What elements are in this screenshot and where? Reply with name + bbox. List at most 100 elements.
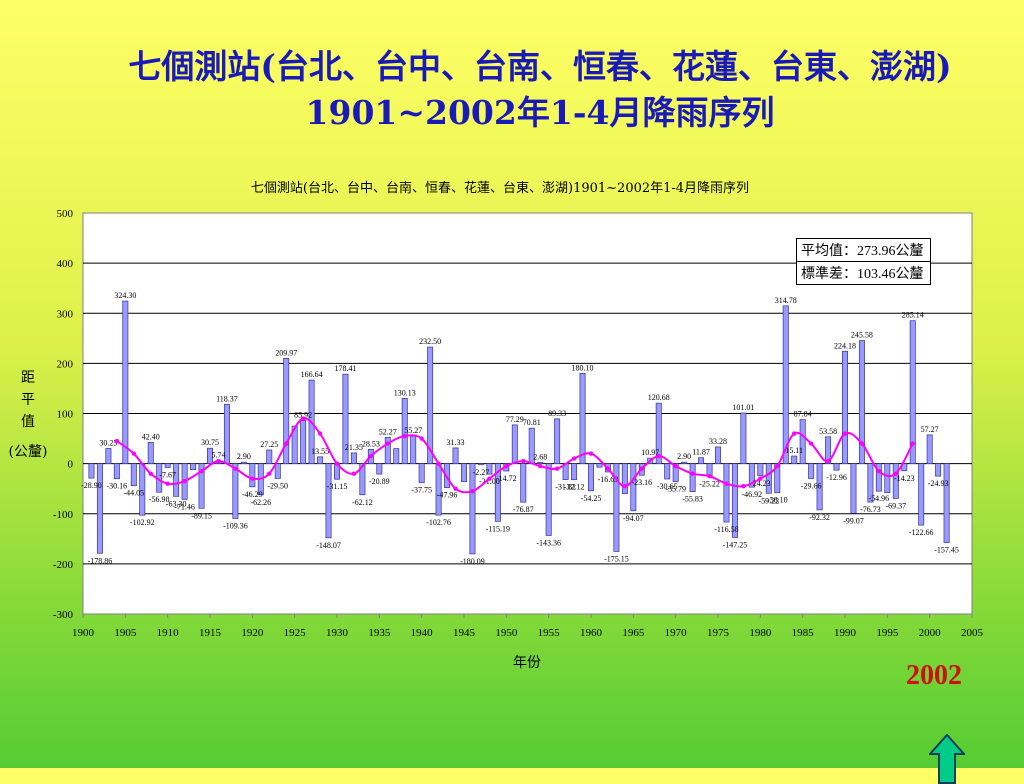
- bar: [350, 452, 357, 464]
- smoothed-line-point: [792, 431, 797, 436]
- smoothed-line-point: [368, 453, 374, 459]
- bar: [765, 463, 772, 494]
- bar: [672, 463, 679, 482]
- bar: [418, 463, 425, 483]
- data-label: 77.29: [506, 415, 524, 424]
- data-label: 30.25: [99, 438, 117, 447]
- data-label: -30.65: [657, 482, 678, 491]
- y-axis-label: 距 平 值 (公釐): [9, 370, 48, 460]
- data-label: 53.58: [819, 427, 837, 436]
- bar: [291, 425, 298, 464]
- x-tick-labels: 1900 1905 1910 1915 1920 1925 1930 1935 1940 1945…: [72, 614, 984, 639]
- smoothed-line-point: [910, 441, 915, 446]
- bar: [655, 402, 662, 464]
- x-tick-label: 1980: [749, 627, 772, 639]
- data-label: 2.68: [533, 452, 547, 461]
- smoothed-line-point: [216, 458, 221, 464]
- data-label: -58.10: [767, 496, 788, 505]
- y-tick-label: 500: [57, 208, 74, 220]
- bar: [240, 461, 247, 464]
- y-tick-label: -100: [53, 509, 74, 521]
- bar: [715, 446, 721, 464]
- data-label: -24.93: [928, 479, 949, 488]
- bar: [681, 461, 688, 464]
- data-label: -180.09: [460, 557, 485, 566]
- x-tick-label: 1960: [580, 627, 603, 639]
- smoothed-line-point: [521, 458, 526, 464]
- data-label: -102.76: [426, 518, 451, 527]
- data-label: 30.75: [201, 438, 219, 447]
- data-label: -175.15: [604, 554, 629, 563]
- x-tick-label: 1900: [72, 627, 95, 639]
- smoothed-line-point: [876, 468, 882, 474]
- y-tick-labels: -300 -200 -100 0 100 200 300 400 500: [53, 208, 74, 621]
- mean-stat: 平均值：273.96公釐: [797, 239, 930, 262]
- y-tick-label: 100: [57, 409, 74, 421]
- data-label: 55.27: [404, 426, 422, 435]
- x-tick-label: 1930: [326, 627, 349, 639]
- data-label: -20.89: [369, 477, 390, 486]
- smoothed-line-point: [741, 483, 746, 489]
- smoothed-line-point: [300, 416, 306, 421]
- x-tick-label: 1990: [834, 627, 857, 639]
- x-tick-label: 1955: [538, 627, 561, 639]
- y-tick-label: -300: [53, 609, 74, 621]
- data-label: 11.87: [692, 448, 710, 457]
- bar: [740, 412, 747, 464]
- chart-area: 七個測站(台北、台中、台南、恒春、花蓮、台東、澎湖)1901~2002年1-4月…: [0, 170, 1024, 784]
- data-label: 130.13: [394, 388, 416, 397]
- bar: [816, 463, 823, 511]
- bar: [630, 463, 637, 512]
- data-label: -143.36: [536, 538, 561, 547]
- smoothed-line-point: [571, 456, 577, 461]
- data-label: 2.90: [677, 452, 691, 461]
- bar: [664, 463, 671, 480]
- data-label: -76.73: [860, 505, 881, 514]
- bar: [198, 463, 205, 509]
- data-label: 118.37: [216, 394, 238, 403]
- x-tick-label: 1915: [199, 627, 222, 639]
- data-label: -2.27: [473, 468, 490, 477]
- bar: [613, 463, 620, 552]
- smoothed-line-point: [284, 441, 289, 446]
- data-label: 5.74: [211, 451, 225, 460]
- data-label: -62.12: [352, 498, 373, 507]
- x-tick-label: 1970: [665, 627, 688, 639]
- chart-title: 七個測站(台北、台中、台南、恒春、花蓮、台東、澎湖)1901~2002年1-4月…: [251, 180, 749, 196]
- bar: [401, 398, 408, 464]
- std-stat: 標準差：103.46公釐: [801, 267, 924, 282]
- smoothed-line-point: [317, 431, 323, 436]
- bar: [317, 456, 324, 464]
- bar: [867, 463, 874, 503]
- bar: [731, 463, 738, 538]
- data-label: -25.22: [699, 479, 720, 488]
- bar: [300, 420, 307, 464]
- data-label: 27.25: [260, 440, 278, 449]
- data-label: -109.36: [223, 521, 248, 530]
- data-label: -157.45: [934, 546, 959, 555]
- data-label: -122.66: [909, 528, 934, 537]
- data-label: -30.16: [107, 482, 128, 491]
- data-label: 42.40: [142, 432, 160, 441]
- data-label: -62.26: [250, 498, 271, 507]
- bar: [232, 463, 239, 519]
- data-label: -54.96: [869, 494, 890, 503]
- data-label: -29.66: [801, 481, 822, 490]
- data-label: -29.50: [267, 481, 288, 490]
- bar: [122, 300, 129, 464]
- data-label: -14.72: [496, 474, 517, 483]
- data-label: 87.84: [794, 410, 812, 419]
- data-label: -24.23: [750, 479, 771, 488]
- data-label: 70.81: [523, 418, 541, 427]
- bar: [799, 419, 806, 464]
- smoothed-line-point: [250, 476, 255, 481]
- y-axis-label-char: 距: [21, 370, 35, 386]
- smoothed-line-point: [775, 463, 780, 469]
- smoothed-line-point: [588, 451, 594, 456]
- data-label: 324.30: [114, 291, 136, 300]
- smoothed-line-point: [436, 461, 441, 466]
- smoothed-line-point: [707, 473, 712, 479]
- bar: [689, 463, 696, 492]
- y-axis-label-char: 平: [21, 392, 35, 408]
- data-label: -32.12: [564, 483, 585, 492]
